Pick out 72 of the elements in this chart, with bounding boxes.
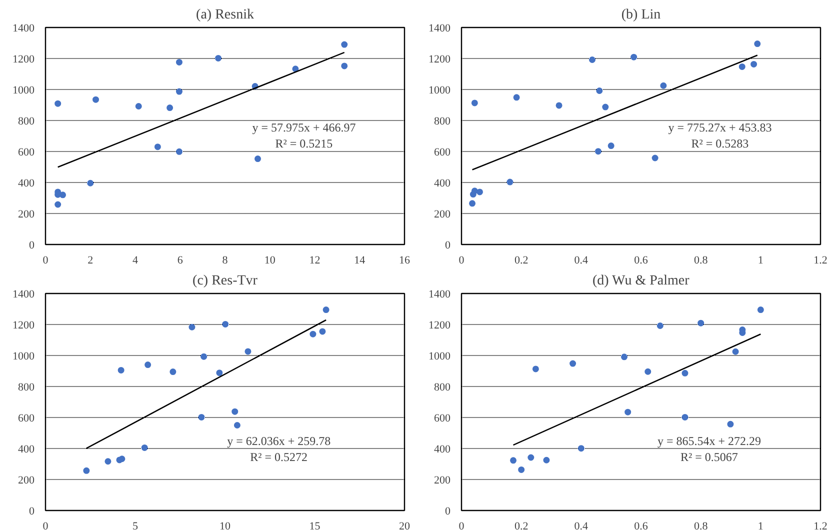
x-tick-label: 1 [758,520,764,532]
chart-title: (b) Lin [621,8,661,22]
y-tick-label: 800 [18,382,35,394]
y-tick-label: 0 [445,506,451,518]
y-tick-label: 1400 [12,288,35,300]
x-tick-label: 0.6 [634,520,648,532]
x-tick-label: 0 [458,520,465,532]
x-tick-label: 0 [42,254,49,266]
chart-title: (d) Wu & Palmer [592,274,690,288]
y-tick-label: 0 [29,506,35,518]
x-tick-label: 1.2 [814,254,828,266]
x-tick-label: 0.8 [694,520,708,532]
x-tick-label: 12 [309,254,320,266]
x-tick-label: 0.8 [694,254,708,266]
y-tick-label: 600 [434,146,451,158]
x-tick-label: 1 [758,254,764,266]
y-tick-label: 1400 [428,288,451,300]
x-tick-label: 0.2 [514,520,528,532]
y-tick-label: 200 [18,208,35,220]
x-tick-label: 4 [132,254,138,266]
x-tick-label: 2 [88,254,94,266]
y-tick-label: 1000 [428,350,451,362]
x-tick-label: 14 [354,254,366,266]
y-tick-label: 1200 [428,54,451,66]
y-tick-label: 0 [445,240,451,252]
x-tick-label: 0.4 [574,254,589,266]
y-tick-label: 1200 [428,320,451,332]
chart-title: (c) Res-Tvr [192,274,258,288]
y-tick-label: 1200 [12,54,35,66]
y-tick-label: 800 [434,382,451,394]
annotation: R² = 0.5272 [250,450,308,464]
y-tick-label: 1000 [12,84,35,96]
y-tick-label: 400 [434,444,451,456]
x-tick-label: 0.6 [634,254,648,266]
x-tick-label: 10 [264,254,276,266]
x-tick-label: 0.4 [574,520,589,532]
y-tick-label: 600 [18,412,35,424]
y-tick-label: 1000 [428,84,451,96]
x-tick-label: 8 [222,254,228,266]
y-tick-label: 800 [434,116,451,128]
annotation: R² = 0.5283 [691,136,749,150]
x-tick-label: 10 [220,520,231,532]
y-tick-label: 0 [29,240,35,252]
x-tick-label: 6 [177,254,184,266]
y-tick-label: 1400 [428,22,451,34]
x-tick-label: 0.2 [514,254,528,266]
annotation: y = 865.54x + 272.29 [657,434,761,448]
chart-title: (a) Resnik [196,8,254,22]
annotation: y = 775.27x + 453.83 [668,120,772,134]
y-tick-label: 200 [18,474,35,486]
y-tick-label: 1200 [12,320,35,332]
y-tick-label: 1400 [12,22,35,34]
y-tick-label: 400 [434,178,451,190]
y-tick-label: 600 [434,412,451,424]
annotation: R² = 0.5215 [275,136,333,150]
x-tick-label: 0 [42,520,49,532]
x-tick-label: 20 [399,520,410,532]
y-tick-label: 200 [434,208,451,220]
annotation: y = 62.036x + 259.78 [227,434,331,448]
annotation: R² = 0.5067 [680,450,738,464]
y-tick-label: 200 [434,474,451,486]
x-tick-label: 16 [399,254,410,266]
x-tick-label: 0 [458,254,465,266]
x-tick-label: 5 [132,520,138,532]
y-tick-label: 1000 [12,350,35,362]
y-tick-label: 600 [18,146,35,158]
y-tick-label: 800 [18,116,35,128]
x-tick-label: 1.2 [814,520,828,532]
y-tick-label: 400 [18,444,35,456]
x-tick-label: 15 [309,520,321,532]
annotation: y = 57.975x + 466.97 [252,120,356,134]
y-tick-label: 400 [18,178,35,190]
